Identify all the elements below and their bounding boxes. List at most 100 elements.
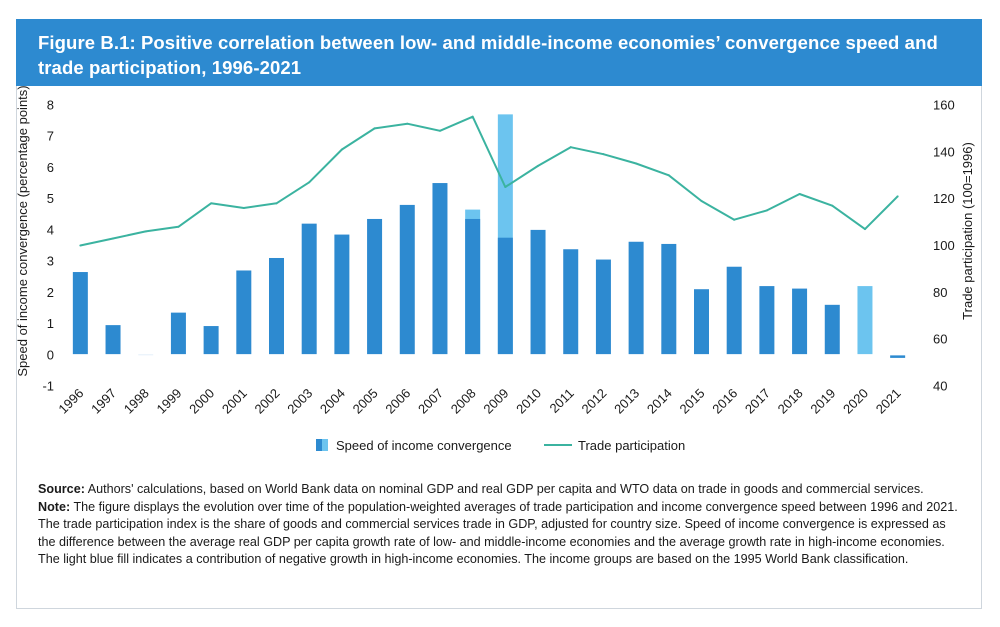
source-label: Source: [38, 482, 85, 496]
x-tick-label: 2005 [350, 386, 381, 417]
y-right-tick-label: 100 [933, 238, 955, 253]
bar [694, 289, 709, 355]
trade-line-layer [79, 115, 899, 247]
y-right-axis-label: Trade participation (100=1996) [960, 142, 975, 320]
x-tick-label: 2021 [873, 386, 904, 417]
source-paragraph: Source: Authors' calculations, based on … [38, 481, 962, 499]
x-tick-label: 2009 [480, 386, 511, 417]
line-point [242, 207, 245, 210]
y-left-tick-label: -1 [42, 379, 54, 394]
note-label: Note: [38, 499, 71, 514]
bars [64, 114, 914, 358]
x-tick-label: 2019 [807, 386, 838, 417]
bar [726, 266, 742, 355]
line-point [406, 122, 409, 125]
x-tick-label: 2014 [644, 386, 675, 417]
x-tick-label: 2015 [677, 386, 708, 417]
x-tick-label: 2016 [709, 386, 740, 417]
source-text: Authors' calculations, based on World Ba… [87, 482, 924, 496]
x-tick-label: 2000 [186, 386, 217, 417]
line-point [896, 195, 899, 198]
line-point [340, 148, 343, 151]
line-point [602, 153, 605, 156]
notes: Source: Authors' calculations, based on … [38, 481, 962, 569]
bar [399, 204, 415, 355]
x-tick-label: 2010 [513, 386, 544, 417]
bar [563, 249, 579, 355]
legend-item-line: Trade participation [544, 438, 685, 453]
line-point [177, 225, 180, 228]
line-point [504, 185, 507, 188]
line-point [863, 228, 866, 231]
bar [497, 237, 513, 355]
legend-label-line: Trade participation [578, 438, 685, 453]
y-left-tick-label: 1 [47, 316, 54, 331]
x-tick-label: 2020 [840, 386, 871, 417]
bar [236, 270, 252, 355]
line-point [765, 209, 768, 212]
x-tick-label: 1999 [153, 386, 184, 417]
bar [432, 183, 448, 355]
y-right-tick-label: 140 [933, 144, 955, 159]
y-left-tick-label: 3 [47, 254, 54, 269]
line-point [79, 244, 82, 247]
line-point [733, 218, 736, 221]
bar [530, 229, 546, 355]
x-ticks: 1996 1997 1998 1999 2000 2001 2002 2003 2004 2005… [55, 386, 903, 417]
note-paragraph: Note: The figure displays the evolution … [38, 499, 962, 569]
line-point [471, 115, 474, 118]
x-tick-label: 2012 [578, 386, 609, 417]
y-right-tick-label: 160 [933, 98, 955, 113]
bar [890, 354, 906, 358]
y-left-axis-label: Speed of income convergence (percentage … [16, 86, 30, 377]
line-point [438, 129, 441, 132]
y-right-tick-label: 80 [933, 285, 947, 300]
bar [367, 218, 383, 355]
line-point [144, 230, 147, 233]
x-tick-label: 2003 [284, 386, 315, 417]
bar [301, 223, 317, 355]
y-left-tick-label: 0 [47, 347, 54, 362]
note-text: The figure displays the evolution over t… [38, 499, 958, 567]
y-left-ticks: -1 0 1 2 3 4 5 6 7 8 [42, 98, 54, 394]
legend-swatch-bar-light [322, 439, 328, 451]
line-point [275, 202, 278, 205]
bar [269, 257, 284, 355]
y-right-tick-label: 60 [933, 332, 947, 347]
bar [792, 288, 808, 355]
x-tick-label: 2001 [219, 386, 250, 417]
x-tick-label: 1997 [88, 386, 119, 417]
legend-swatch-bar-dark [316, 439, 322, 451]
line-point [667, 174, 670, 177]
line-point [373, 127, 376, 130]
bar [759, 286, 775, 355]
y-left-tick-label: 6 [47, 160, 54, 175]
x-tick-label: 2004 [317, 386, 348, 417]
x-tick-label: 1998 [121, 386, 152, 417]
trade-participation-line [80, 115, 899, 247]
x-tick-label: 2013 [611, 386, 642, 417]
legend-label-bars: Speed of income convergence [336, 438, 512, 453]
legend-item-bars: Speed of income convergence [316, 438, 512, 453]
line-point [831, 204, 834, 207]
bar [105, 325, 121, 355]
x-tick-label: 2006 [382, 386, 413, 417]
x-tick-label: 2011 [546, 386, 576, 416]
legend: Speed of income convergence Trade partic… [316, 438, 685, 453]
line-point [210, 202, 213, 205]
x-tick-label: 2007 [415, 386, 446, 417]
x-tick-label: 2017 [742, 386, 773, 417]
bar-light-fill [857, 286, 873, 355]
line-point [635, 162, 638, 165]
bar [203, 326, 219, 355]
bar [170, 312, 186, 355]
y-right-ticks: 40 60 80 100 120 140 160 [933, 98, 955, 394]
line-point [700, 200, 703, 203]
bar [334, 234, 350, 355]
y-left-tick-label: 8 [47, 98, 54, 113]
bar [595, 259, 611, 355]
x-tick-label: 2002 [252, 386, 283, 417]
x-tick-label: 2018 [775, 386, 806, 417]
chart: Speed of income convergence (percentage … [16, 86, 975, 453]
x-tick-label: 1996 [55, 386, 86, 417]
